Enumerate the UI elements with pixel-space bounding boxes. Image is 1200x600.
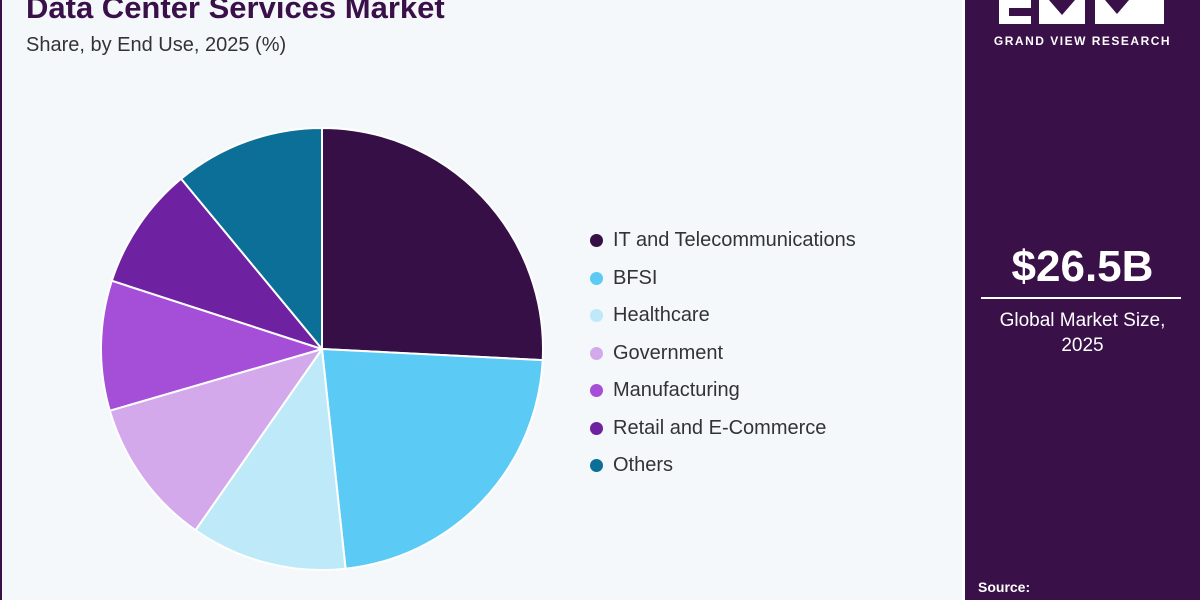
legend-item-government: Government	[590, 335, 856, 373]
legend-item-bfsi: BFSI	[590, 260, 856, 298]
market-size-label-line2: 2025	[1061, 335, 1104, 356]
legend-label: Retail and E-Commerce	[613, 416, 827, 439]
legend-item-it-telecom: IT and Telecommunications	[590, 222, 856, 260]
market-size-label-line1: Global Market Size,	[999, 310, 1166, 331]
pie-slice-bfsi	[321, 348, 544, 570]
chart-title: Data Center Services Market	[26, 0, 445, 25]
pie-slice-retail-and-e-commerce	[110, 177, 323, 350]
sidebar-panel: GRAND VIEW RESEARCH $26.5B Global Market…	[965, 0, 1200, 600]
pie-slice-others	[180, 127, 323, 350]
chart-subtitle: Share, by End Use, 2025 (%)	[26, 34, 287, 56]
legend-label: IT and Telecommunications	[613, 229, 856, 252]
pie-slice-it-and-telecommunications	[321, 127, 544, 362]
legend-swatch	[590, 459, 603, 473]
pie-slice-government	[108, 348, 323, 532]
legend-swatch	[590, 271, 603, 285]
market-size-label: Global Market Size, 2025	[965, 308, 1200, 358]
legend-swatch	[590, 234, 603, 248]
pie-slice-manufacturing	[100, 279, 323, 412]
chart-legend: IT and Telecommunications BFSI Healthcar…	[590, 222, 856, 485]
grand-view-research-logo-icon	[999, 0, 1164, 24]
source-label: Source:	[978, 579, 1031, 595]
legend-item-others: Others	[590, 447, 856, 485]
chart-panel: Data Center Services Market Share, by En…	[0, 0, 962, 600]
legend-swatch	[590, 421, 603, 435]
legend-swatch	[590, 309, 603, 323]
legend-item-retail-ecommerce: Retail and E-Commerce	[590, 410, 856, 448]
legend-label: Government	[613, 341, 724, 364]
legend-label: Healthcare	[613, 304, 710, 327]
legend-label: BFSI	[613, 266, 658, 289]
legend-label: Manufacturing	[613, 379, 740, 402]
legend-swatch	[590, 384, 603, 398]
legend-swatch	[590, 346, 603, 360]
divider	[981, 297, 1181, 299]
brand-name: GRAND VIEW RESEARCH	[993, 34, 1172, 48]
pie-chart	[100, 127, 544, 571]
legend-item-manufacturing: Manufacturing	[590, 372, 856, 410]
pie-slice-healthcare	[194, 348, 347, 571]
legend-label: Others	[613, 454, 674, 477]
market-size-value: $26.5B	[1011, 242, 1154, 291]
left-border	[0, 0, 2, 600]
legend-item-healthcare: Healthcare	[590, 297, 856, 335]
